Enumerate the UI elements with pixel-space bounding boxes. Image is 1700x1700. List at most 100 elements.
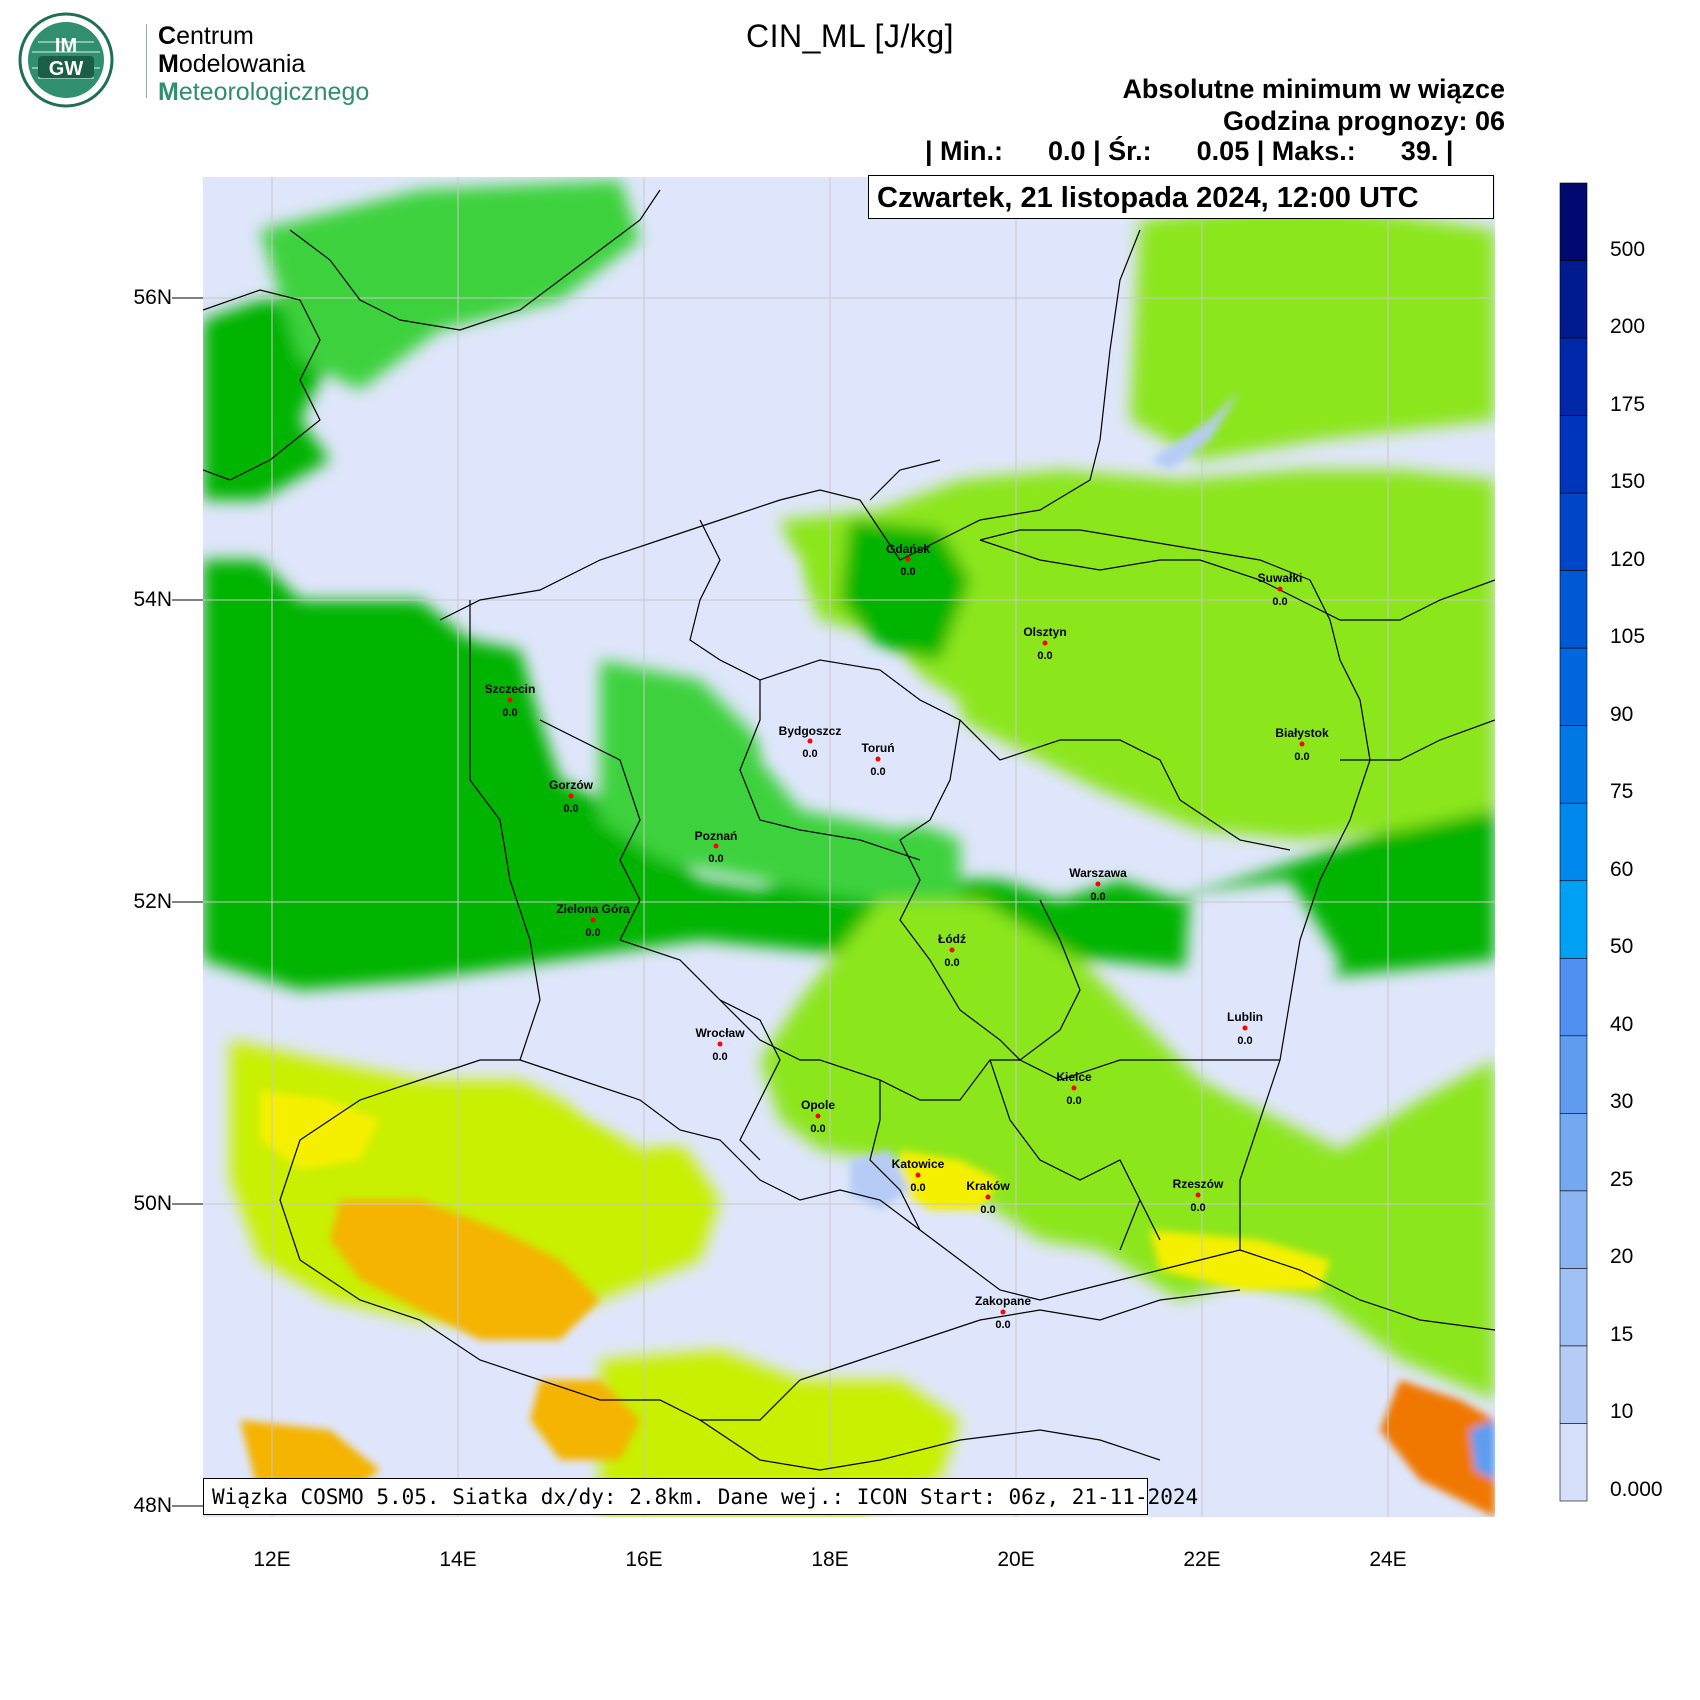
colorbar-label: 500	[1610, 237, 1646, 261]
stats-line: | Min.: 0.0 | Śr.: 0.05 | Maks.: 39. |	[925, 136, 1454, 166]
logo-text-line-2: Modelowania	[158, 50, 306, 78]
lon-label: 14E	[439, 1548, 477, 1571]
valid-time-label: Czwartek, 21 listopada 2024, 12:00 UTC	[868, 175, 1494, 219]
colorbar-swatch	[1559, 415, 1588, 494]
border-slovakia	[799, 1289, 1241, 1381]
colorbar-label: 120	[1610, 547, 1646, 571]
lat-label: 54N	[133, 588, 172, 611]
border-ukraine-south	[1239, 1249, 1495, 1331]
colorbar-swatch	[1559, 182, 1588, 261]
lon-label: 24E	[1369, 1548, 1407, 1571]
coastline-sweden	[289, 189, 661, 331]
lat-label: 50N	[133, 1192, 172, 1215]
field-clear-pomerania	[680, 530, 800, 640]
border-poland-south	[519, 1059, 1241, 1301]
coastline-hel	[869, 459, 941, 501]
field-lime-south	[600, 1350, 960, 1517]
colorbar-label: 0.000	[1610, 1478, 1663, 1501]
border-belarus	[1340, 719, 1495, 761]
subtitle-forecast-hour: Godzina prognozy: 06	[1222, 106, 1505, 136]
colorbar-label: 90	[1610, 702, 1634, 726]
lat-label: 52N	[133, 890, 172, 913]
lon-label: 16E	[625, 1548, 663, 1571]
colorbar-swatch	[1559, 957, 1588, 1037]
border-czech-west	[279, 1059, 520, 1261]
field-yellow-east	[1150, 1230, 1330, 1290]
graticule	[203, 177, 1495, 1517]
colorbar-swatch	[1559, 570, 1588, 649]
svg-text:GW: GW	[49, 58, 84, 80]
lon-label: 18E	[811, 1548, 849, 1571]
field-blue-ukraine	[1470, 1420, 1495, 1480]
field-green-dark-north	[840, 520, 970, 660]
colorbar-swatch	[1559, 1268, 1588, 1347]
field-clear-kujawy	[760, 650, 960, 830]
colorbar-swatch	[1559, 492, 1588, 571]
lat-label: 56N	[133, 286, 172, 309]
field-yellow-sw	[260, 1090, 380, 1170]
field-green-west-germany	[203, 560, 1495, 990]
colorbar-label: 25	[1610, 1167, 1634, 1191]
colorbar-swatch	[1559, 1190, 1588, 1269]
colorbar-swatch	[1559, 1113, 1588, 1192]
colorbar-label: 30	[1610, 1090, 1634, 1114]
colorbar-swatch	[1559, 725, 1588, 804]
chart-title: CIN_ML [J/kg]	[745, 18, 955, 54]
colorbar-swatch	[1559, 880, 1588, 959]
logo-text-line-1: Centrum	[158, 22, 254, 50]
colorbar-swatch	[1559, 337, 1588, 416]
field-clear-silesia	[560, 1040, 720, 1150]
colorbar-swatch	[1559, 1345, 1588, 1424]
model-info-label: Wiązka COSMO 5.05. Siatka dx/dy: 2.8km. …	[203, 1478, 1198, 1515]
coastline-denmark	[203, 289, 321, 481]
logo-text-line-3: Meteorologicznego	[158, 78, 370, 106]
field-green-baltic-east	[1130, 200, 1495, 460]
imgw-logo: IM GW Centrum Modelowania Meteorologiczn…	[10, 10, 390, 110]
lat-ticks	[172, 297, 203, 1507]
colorbar-swatch	[1559, 260, 1588, 339]
border-poland-east	[1239, 579, 1371, 1250]
colorbar-label: 40	[1610, 1012, 1634, 1036]
lon-label: 20E	[997, 1548, 1035, 1571]
colorbar-label: 175	[1610, 392, 1646, 416]
colorbar-label: 60	[1610, 857, 1634, 881]
colorbar-swatch	[1559, 1423, 1588, 1502]
colorbar-label: 75	[1610, 780, 1634, 804]
field-orange-ukraine	[1380, 1380, 1495, 1517]
colorbar-label: 10	[1610, 1400, 1634, 1424]
lat-label: 48N	[133, 1494, 172, 1517]
border-kaliningrad	[979, 539, 1301, 601]
colorbar-swatch	[1559, 1035, 1588, 1114]
border-czech-south	[299, 1259, 801, 1421]
border-hungary	[699, 1419, 1161, 1471]
field-blue-baltic	[1150, 390, 1240, 470]
border-poland-west	[469, 600, 541, 1061]
border-poland-north-east	[979, 529, 1311, 581]
field-clear-lublin	[1180, 880, 1340, 1090]
colorbar-swatch	[1559, 802, 1588, 882]
svg-text:IM: IM	[55, 35, 77, 57]
logo-divider	[146, 24, 147, 98]
colorbar	[1559, 182, 1588, 1502]
subtitle-aggregation: Absolutne minimum w wiązce	[1122, 74, 1505, 104]
field-blue-silesia	[850, 1150, 910, 1210]
field-layer	[203, 177, 1495, 1517]
voivodeship-borders	[539, 519, 1291, 1251]
lon-label: 12E	[253, 1548, 291, 1571]
coastline-baltic-south	[439, 229, 1141, 621]
colorbar-label: 200	[1610, 315, 1646, 339]
colorbar-swatch	[1559, 647, 1588, 727]
colorbar-label: 15	[1610, 1322, 1634, 1346]
colorbar-label: 105	[1610, 625, 1646, 649]
lon-label: 22E	[1183, 1548, 1221, 1571]
field-yellow-krakow	[900, 1150, 1000, 1210]
boundaries	[203, 189, 1495, 1471]
colorbar-label: 20	[1610, 1245, 1634, 1269]
field-green-sweden	[260, 180, 640, 390]
colorbar-label: 50	[1610, 935, 1634, 959]
field-orange-czech	[330, 1200, 600, 1340]
colorbar-label: 150	[1610, 470, 1646, 494]
border-lithuania	[1299, 579, 1495, 621]
imgw-emblem-icon: IM GW	[18, 12, 114, 108]
